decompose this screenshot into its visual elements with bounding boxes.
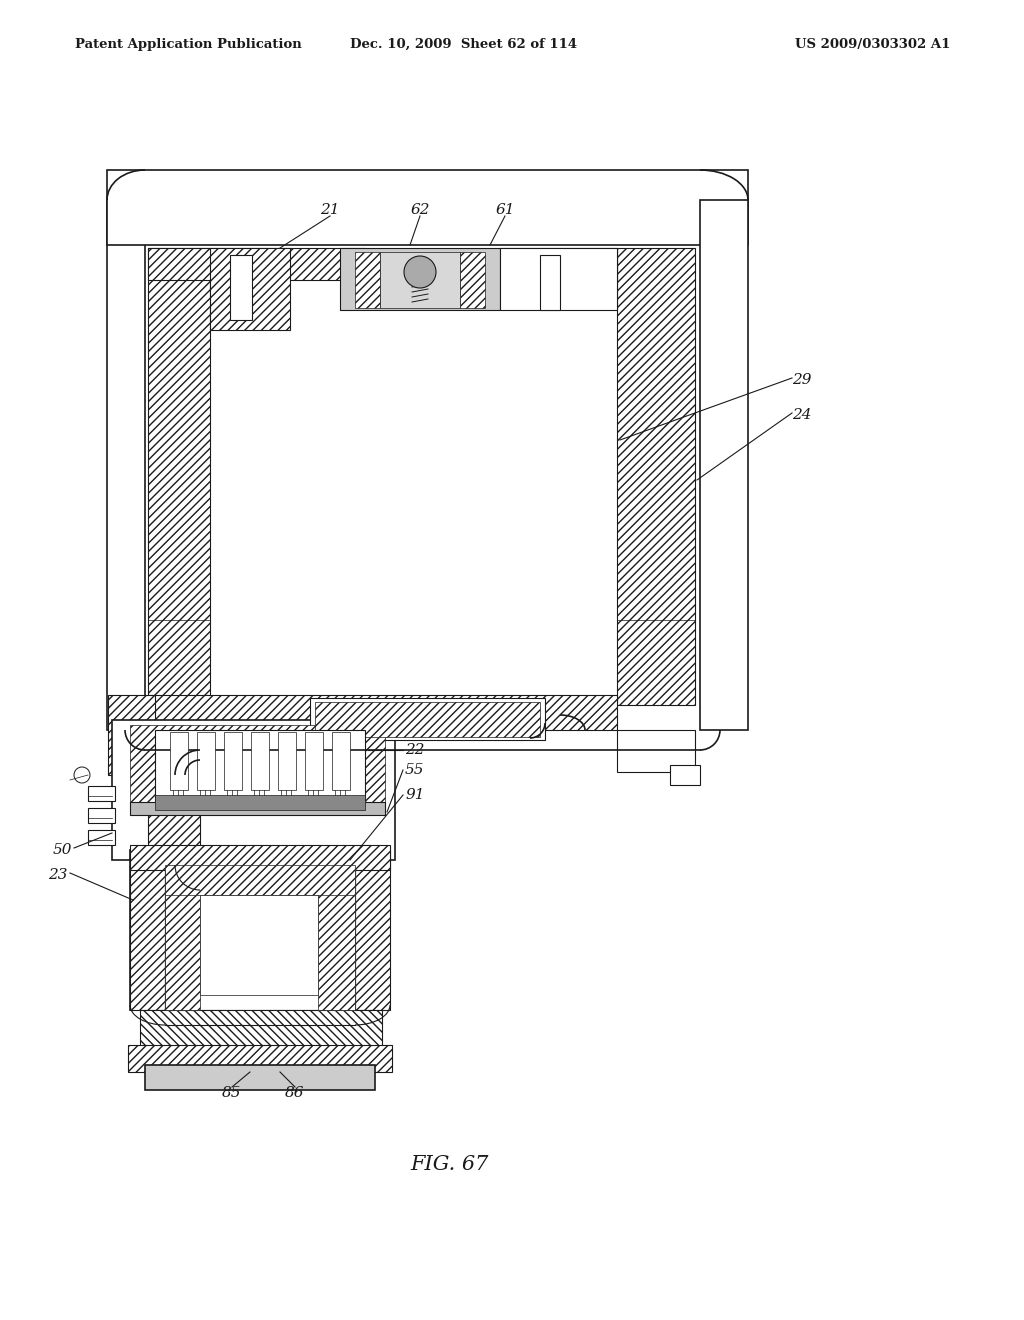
Text: 22: 22 [406,743,425,756]
Polygon shape [128,1045,392,1072]
Polygon shape [315,702,540,737]
Polygon shape [500,248,617,310]
Text: US 2009/0303302 A1: US 2009/0303302 A1 [795,38,950,51]
Polygon shape [700,201,748,730]
Text: 23: 23 [48,869,68,882]
Polygon shape [112,719,395,861]
Polygon shape [670,766,700,785]
Text: 21: 21 [321,203,340,216]
Polygon shape [140,1010,382,1049]
Polygon shape [130,803,385,814]
Polygon shape [318,870,355,1010]
Polygon shape [108,696,155,775]
Polygon shape [278,733,296,789]
Polygon shape [380,252,460,308]
Polygon shape [251,733,269,789]
Polygon shape [340,248,500,310]
Polygon shape [310,698,545,741]
Text: FIG. 67: FIG. 67 [411,1155,489,1175]
Polygon shape [130,850,165,1010]
Text: 85: 85 [222,1086,242,1100]
Polygon shape [355,252,380,308]
Text: 24: 24 [792,408,811,422]
Polygon shape [155,730,365,805]
Polygon shape [165,870,200,1010]
Polygon shape [305,733,323,789]
Polygon shape [88,785,115,801]
Polygon shape [210,248,290,330]
Text: 86: 86 [286,1086,305,1100]
Polygon shape [540,255,560,310]
Polygon shape [148,810,200,865]
Text: 50: 50 [52,843,72,857]
Circle shape [404,256,436,288]
Polygon shape [148,248,365,280]
Text: Dec. 10, 2009  Sheet 62 of 114: Dec. 10, 2009 Sheet 62 of 114 [350,38,578,51]
Text: 55: 55 [406,763,425,777]
Polygon shape [197,733,215,789]
Text: 61: 61 [496,203,515,216]
Polygon shape [130,845,390,870]
Polygon shape [148,696,617,730]
Polygon shape [617,248,695,705]
Text: 91: 91 [406,788,425,803]
Polygon shape [460,252,485,308]
Polygon shape [130,850,390,1010]
Polygon shape [355,850,390,1010]
Polygon shape [332,733,350,789]
Polygon shape [148,723,310,775]
Text: Patent Application Publication: Patent Application Publication [75,38,302,51]
Polygon shape [617,730,695,772]
Polygon shape [500,248,617,280]
Text: 29: 29 [792,374,811,387]
Polygon shape [230,255,252,319]
Polygon shape [145,1065,375,1090]
Text: 62: 62 [411,203,430,216]
Polygon shape [170,733,188,789]
Polygon shape [165,870,355,1010]
Polygon shape [155,795,365,810]
Circle shape [74,767,90,783]
Polygon shape [88,830,115,845]
Polygon shape [106,201,145,730]
Polygon shape [88,808,115,822]
Polygon shape [165,865,355,895]
Polygon shape [200,895,318,995]
Polygon shape [106,170,748,246]
Polygon shape [130,725,385,810]
Polygon shape [224,733,242,789]
Polygon shape [148,248,210,705]
